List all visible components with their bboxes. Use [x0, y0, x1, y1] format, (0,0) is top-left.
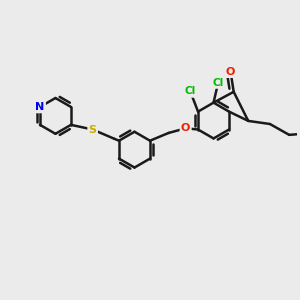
Text: Cl: Cl — [185, 86, 196, 97]
Text: N: N — [35, 102, 45, 112]
Text: Cl: Cl — [213, 77, 224, 88]
Text: O: O — [181, 123, 190, 133]
Text: O: O — [226, 67, 235, 77]
Text: S: S — [89, 124, 97, 134]
